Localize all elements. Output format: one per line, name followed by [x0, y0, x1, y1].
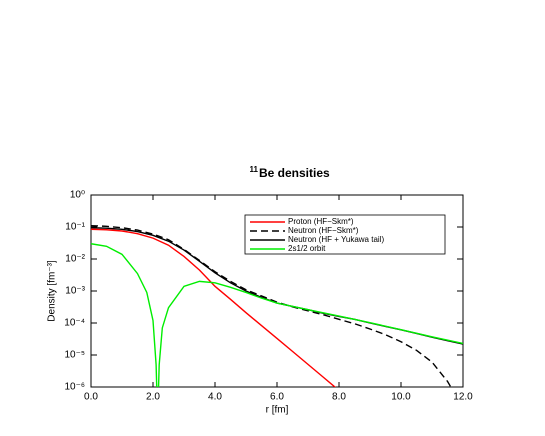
series-line	[91, 228, 336, 387]
x-axis-label: r [fm]	[266, 405, 289, 416]
legend-label: Neutron (HF−Skm*)	[288, 226, 359, 235]
x-tick-label: 8.0	[332, 392, 346, 403]
x-tick-label: 12.0	[453, 392, 473, 403]
y-tick-label: 10⁻⁴	[64, 318, 85, 329]
y-tick-label: 10⁻²	[65, 254, 85, 265]
x-tick-label: 10.0	[391, 392, 411, 403]
legend-label: Proton (HF−Skm*)	[288, 217, 354, 226]
x-tick-label: 4.0	[208, 392, 222, 403]
x-tick-label: 2.0	[146, 392, 160, 403]
title-superscript: 11	[250, 165, 259, 174]
chart-title: Be densities	[259, 166, 330, 180]
legend-label: Neutron (HF + Yukawa tail)	[288, 235, 384, 244]
x-tick-label: 0.0	[84, 392, 98, 403]
y-tick-label: 10⁻³	[65, 286, 85, 297]
x-tick-label: 6.0	[270, 392, 284, 403]
y-tick-label: 10⁻¹	[65, 222, 85, 233]
y-tick-label: 10⁻⁵	[64, 350, 85, 361]
series-line	[91, 243, 463, 387]
y-tick-label: 10⁻⁶	[64, 382, 85, 393]
y-tick-label: 10⁰	[70, 190, 85, 201]
series-line	[91, 224, 452, 387]
plot-area	[91, 224, 463, 387]
y-axis-label: Density [fm⁻³]	[47, 260, 58, 322]
legend-label: 2s1/2 orbit	[288, 244, 326, 253]
